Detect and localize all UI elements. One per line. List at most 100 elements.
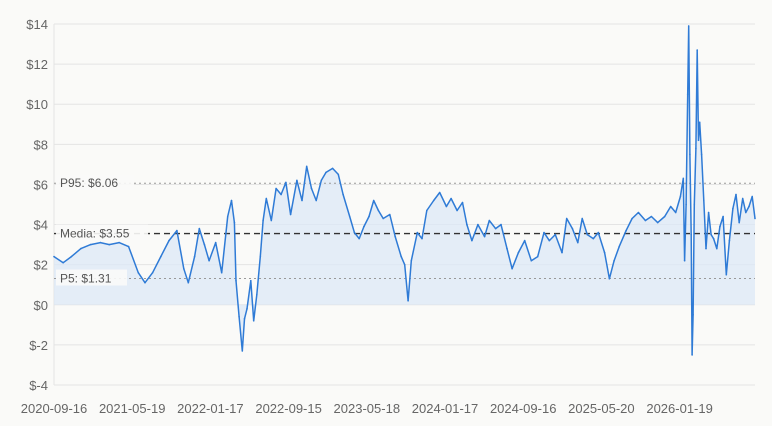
- data-point: [741, 197, 744, 200]
- data-point: [686, 93, 689, 95]
- data-point: [732, 207, 734, 210]
- data-point: [176, 229, 178, 232]
- data-point: [625, 229, 627, 232]
- data-point: [118, 241, 120, 244]
- data-point: [187, 281, 190, 284]
- data-point: [394, 235, 397, 238]
- data-point: [650, 215, 653, 218]
- percentile-label: P5: $1.31: [60, 272, 112, 286]
- data-point: [488, 219, 491, 222]
- data-point: [725, 273, 728, 276]
- data-point: [160, 255, 162, 258]
- data-point: [151, 271, 154, 274]
- data-point: [353, 231, 356, 234]
- y-tick-label: $12: [26, 57, 48, 72]
- data-point: [656, 221, 659, 224]
- data-point: [426, 209, 428, 212]
- data-point: [235, 279, 237, 282]
- data-point: [603, 251, 606, 254]
- data-point: [691, 354, 693, 356]
- data-point: [644, 219, 647, 222]
- data-point: [561, 251, 563, 254]
- data-point: [89, 243, 92, 246]
- data-point: [710, 233, 712, 236]
- data-point: [280, 193, 282, 196]
- series-layer: [53, 25, 756, 356]
- data-point: [137, 271, 140, 274]
- data-point: [203, 243, 206, 246]
- data-point: [310, 187, 313, 190]
- data-point: [259, 255, 262, 258]
- data-point: [477, 223, 479, 226]
- data-point: [738, 221, 740, 224]
- data-point: [581, 217, 583, 220]
- y-tick-label: $-4: [29, 378, 48, 393]
- data-point: [403, 263, 406, 266]
- x-tick-label: 2022-01-17: [177, 401, 244, 416]
- median-label: Media: $3.55: [60, 227, 130, 241]
- data-point: [342, 193, 344, 196]
- data-point: [693, 203, 696, 206]
- percentile-label: P95: $6.06: [60, 176, 118, 190]
- data-point: [698, 121, 701, 124]
- data-point: [301, 199, 303, 202]
- data-point: [208, 259, 210, 262]
- data-point: [703, 199, 705, 202]
- data-point: [226, 215, 229, 218]
- data-point: [168, 239, 170, 242]
- y-tick-label: $14: [26, 17, 48, 32]
- data-point: [679, 195, 682, 198]
- data-point: [722, 215, 724, 218]
- data-point: [220, 271, 223, 274]
- y-tick-label: $8: [34, 137, 48, 152]
- x-tick-label: 2020-09-16: [21, 401, 88, 416]
- data-point: [358, 237, 361, 240]
- data-point: [466, 223, 468, 226]
- data-point: [246, 308, 248, 310]
- data-point: [511, 267, 513, 270]
- data-point: [214, 241, 217, 244]
- x-tick-label: 2026-01-19: [646, 401, 713, 416]
- series-area-fill: [54, 26, 755, 355]
- data-point: [265, 197, 268, 200]
- data-point: [275, 187, 277, 190]
- data-point: [144, 281, 146, 284]
- data-point: [372, 199, 375, 202]
- data-point: [536, 255, 539, 258]
- data-point: [695, 147, 697, 150]
- data-point: [745, 211, 747, 214]
- data-point: [389, 213, 391, 216]
- data-point: [716, 247, 718, 250]
- data-point: [592, 237, 595, 240]
- data-point: [331, 167, 334, 170]
- data-point: [696, 49, 698, 51]
- data-point: [608, 277, 611, 280]
- data-point: [548, 239, 551, 242]
- data-point: [517, 251, 520, 254]
- data-point: [523, 239, 526, 242]
- data-point: [748, 205, 750, 208]
- x-tick-label: 2024-09-16: [490, 401, 557, 416]
- data-point: [320, 179, 323, 182]
- data-point: [285, 181, 287, 184]
- data-point: [252, 320, 255, 322]
- data-point: [705, 247, 707, 250]
- data-point: [682, 177, 685, 180]
- data-point: [456, 209, 458, 212]
- x-tick-label: 2022-09-15: [255, 401, 322, 416]
- data-point: [108, 243, 111, 246]
- data-point: [707, 211, 710, 214]
- data-point: [377, 209, 380, 212]
- data-point: [127, 245, 130, 248]
- data-point: [500, 223, 502, 226]
- reference-label-bg: [56, 269, 127, 286]
- data-point: [53, 255, 55, 258]
- data-point: [250, 279, 252, 282]
- data-point: [483, 235, 486, 238]
- data-point: [80, 247, 82, 250]
- x-tick-label: 2021-05-19: [99, 401, 166, 416]
- data-point: [663, 215, 666, 218]
- data-point: [754, 217, 756, 220]
- data-point: [674, 211, 677, 214]
